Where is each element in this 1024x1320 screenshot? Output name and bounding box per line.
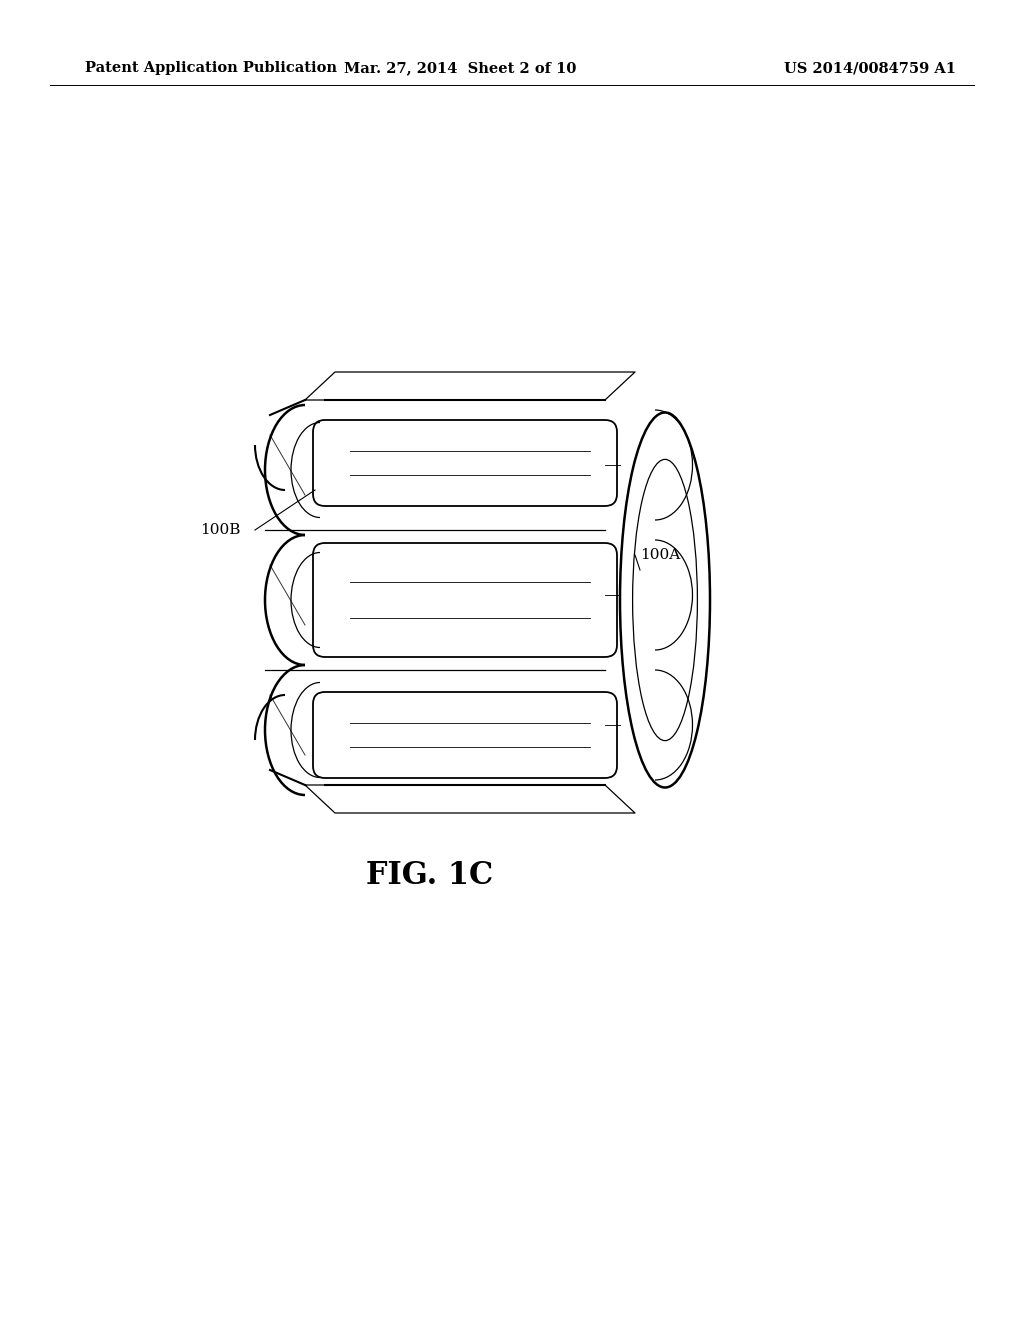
Text: US 2014/0084759 A1: US 2014/0084759 A1 <box>784 61 956 75</box>
Text: 100B: 100B <box>200 523 241 537</box>
Text: 100A: 100A <box>640 548 680 562</box>
Text: Mar. 27, 2014  Sheet 2 of 10: Mar. 27, 2014 Sheet 2 of 10 <box>344 61 577 75</box>
Text: Patent Application Publication: Patent Application Publication <box>85 61 337 75</box>
Text: FIG. 1C: FIG. 1C <box>367 859 494 891</box>
